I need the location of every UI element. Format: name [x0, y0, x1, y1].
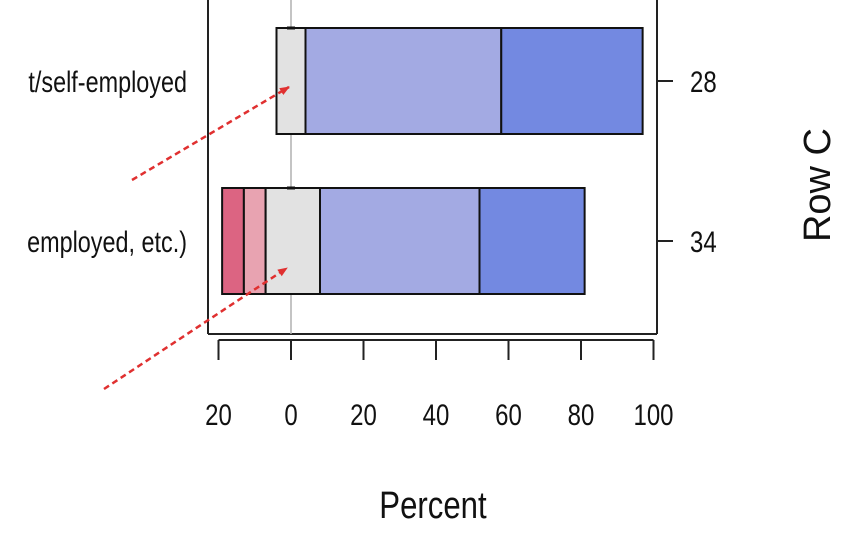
- category-label: t/self-employed: [28, 65, 187, 98]
- x-axis-title: Percent: [379, 485, 487, 527]
- x-tick-label: 80: [568, 397, 595, 431]
- x-tick-label: 20: [205, 397, 232, 431]
- right-axis-title: Row C: [797, 128, 839, 242]
- bar-segment-row2-seg5: [478, 187, 586, 295]
- bar-segment-row2-seg1: [221, 187, 245, 295]
- bar-segment-row1-seg3: [500, 27, 644, 135]
- category-labels: t/self-employed employed, etc.): [27, 65, 187, 258]
- annotation-arrow-bottom: [103, 266, 288, 391]
- plot-frame: [207, 0, 658, 335]
- right-axis-label: 28: [690, 64, 717, 98]
- bottom-axis: 20 0 20 40 60 80 100: [205, 339, 674, 432]
- bar-segment-row2-seg2: [242, 187, 267, 295]
- category-label: employed, etc.): [27, 225, 187, 258]
- bar-segment-row1-seg2: [304, 27, 503, 135]
- right-axis: 28 34: [657, 64, 717, 259]
- bar-segment-row2-seg4: [319, 187, 481, 295]
- x-tick-label: 100: [633, 397, 673, 431]
- bar-segment-row1-seg1: [275, 27, 307, 135]
- x-tick-label: 40: [423, 397, 450, 431]
- annotation-arrow-top: [131, 85, 290, 182]
- x-tick-label: 0: [284, 397, 297, 431]
- x-tick-label: 20: [350, 397, 377, 431]
- annotation-arrows: [103, 85, 290, 391]
- x-tick-label: 60: [495, 397, 522, 431]
- bars-layer: [221, 26, 644, 295]
- right-axis-label: 34: [690, 224, 717, 258]
